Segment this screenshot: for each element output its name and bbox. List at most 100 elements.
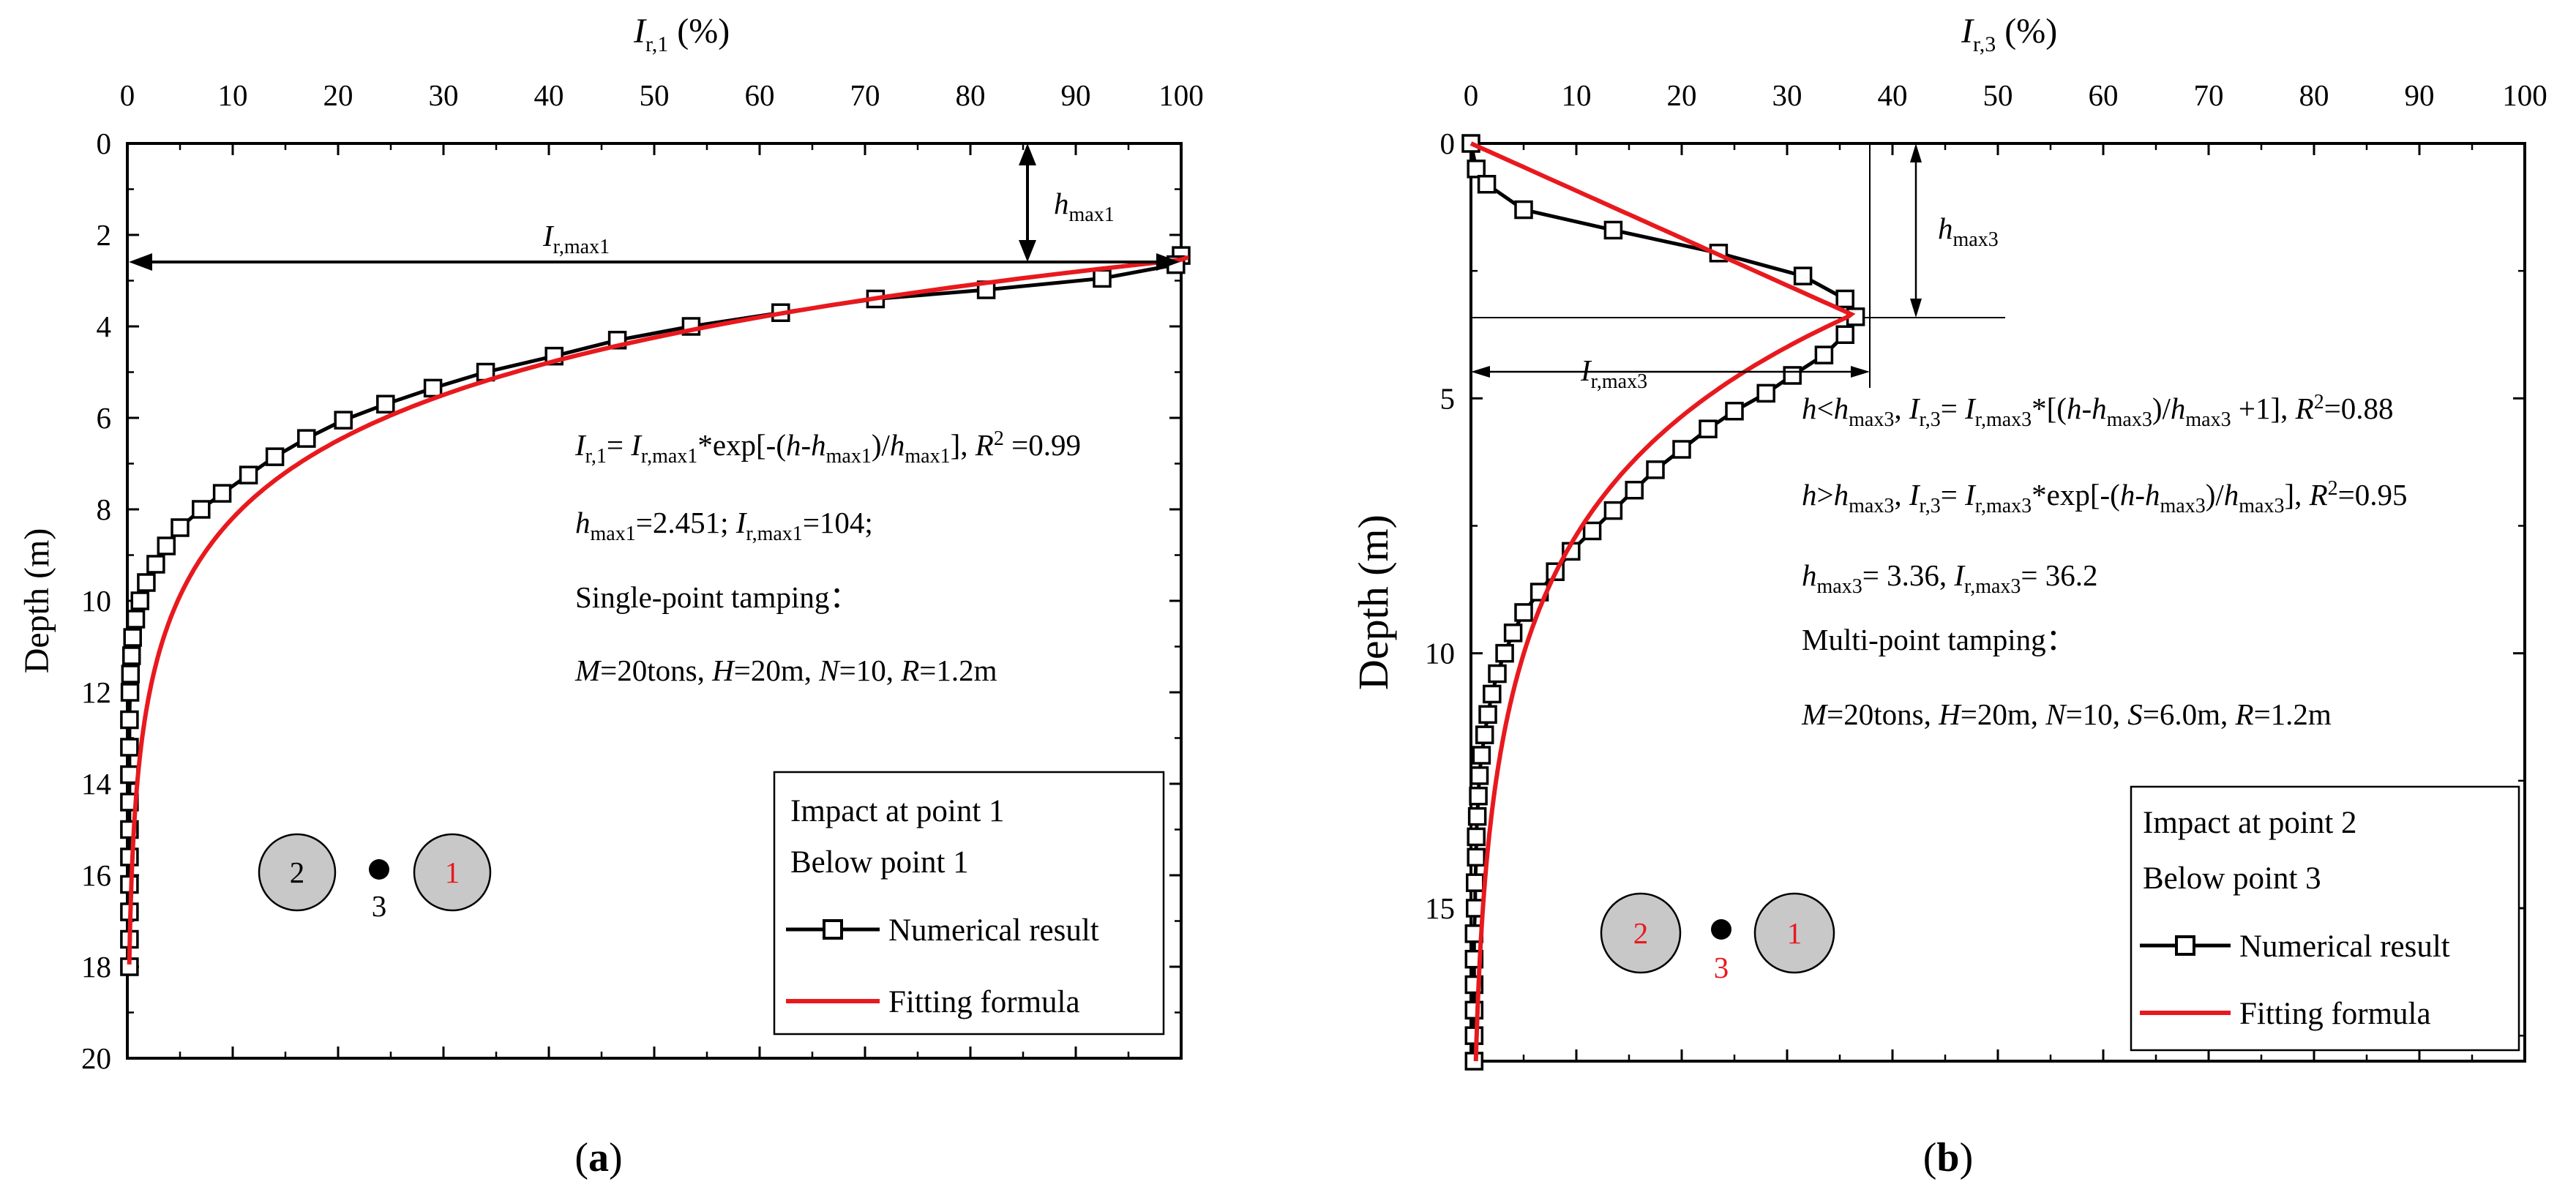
a-numerical-point (120, 683, 140, 702)
a-plot-frame (126, 142, 1183, 1060)
a-numerical-point (157, 536, 176, 555)
b-numerical-point (1469, 766, 1489, 785)
b-numerical-point (1582, 521, 1602, 541)
b-formula-line-2: h>hmax3, Ir,3= Ir,max3*exp[-(h-hmax3)/hm… (1802, 477, 2408, 517)
b-numerical-point (1793, 266, 1813, 285)
a-legend-line-1: Impact at point 1 (790, 794, 1005, 828)
a-xtick-label: 50 (640, 78, 670, 112)
b-numerical-point (1503, 624, 1523, 643)
b-xtick-label: 70 (2194, 78, 2224, 112)
b-xtick-label: 60 (2089, 78, 2119, 112)
panel-a: 0 10 20 30 40 50 60 70 80 90 10002468101214161820 … (18, 12, 1204, 1180)
a-xtick-label: 100 (1158, 78, 1204, 112)
b-h-max-label: hmax3 (1938, 211, 1999, 251)
a-numerical-point (120, 765, 139, 785)
a-legend-numerical-label: Numerical result (888, 913, 1099, 948)
a-circle-point-1 (413, 833, 492, 912)
a-xtick-label: 40 (534, 78, 564, 112)
b-ytick-label: 15 (1425, 891, 1455, 925)
a-i-max-arrow (129, 253, 1180, 271)
b-h-max-arrow (1910, 143, 1922, 318)
b-legend: Impact at point 2 Below point 3 Numerica… (2130, 785, 2520, 1052)
b-numerical-point (1467, 847, 1486, 867)
a-numerical-point (146, 555, 165, 574)
a-numerical-point (120, 847, 139, 866)
b-numerical-point (1814, 345, 1834, 364)
b-formula-line-1: h<hmax3, Ir,3= Ir,max3*[(h-hmax3)/hmax3 … (1802, 391, 2394, 431)
a-ytick-label: 12 (81, 675, 111, 709)
a-numerical-series (120, 246, 1191, 976)
b-circle-point-1-label: 1 (1787, 916, 1802, 950)
a-legend-box (773, 771, 1165, 1036)
b-tick-labels: 0 10 20 30 40 50 60 70 80 90 100 0 5 10 15 (1425, 78, 2547, 925)
b-numerical-point (1483, 684, 1502, 704)
a-i-max-label: Ir,max1 (542, 219, 610, 258)
a-xtick-label: 30 (429, 78, 459, 112)
a-legend-line-2: Below point 1 (790, 845, 969, 880)
caption-b: (b) (1923, 1135, 1973, 1180)
a-legend-numerical-marker (823, 919, 843, 940)
a-y-axis-title: Depth (m) (18, 528, 56, 674)
b-fitting-curve (1469, 141, 1856, 1062)
b-ytick-label: 10 (1425, 637, 1455, 670)
a-ytick-label: 6 (97, 401, 112, 435)
a-xtick-label: 60 (745, 78, 775, 112)
a-dot-point-3 (369, 859, 389, 880)
a-xtick-label: 20 (323, 78, 353, 112)
b-params-line: hmax3= 3.36, Ir,max3= 36.2 (1802, 558, 2098, 598)
b-numerical-point (1835, 289, 1854, 309)
a-numerical-point (123, 628, 142, 647)
a-formula-line: Ir,1= Ir,max1*exp[-(h-hmax1)/hmax1], R2 … (574, 427, 1081, 468)
a-numerical-point (192, 500, 211, 519)
b-y-axis-title: Depth (m) (1349, 514, 1397, 690)
a-ytick-label: 2 (97, 218, 112, 252)
b-xtick-label: 50 (1983, 78, 2013, 112)
a-method-line: Single-point tamping： (575, 580, 859, 614)
a-numerical-point (121, 664, 141, 684)
a-h-max-arrow (1019, 143, 1036, 262)
a-ytick-label: 16 (81, 858, 111, 892)
b-numerical-point (1514, 603, 1533, 622)
b-xtick-label: 0 (1464, 78, 1479, 112)
a-numerical-point (423, 378, 443, 398)
b-circle-point-2 (1600, 892, 1682, 974)
b-points-diagram: 2 3 1 (1600, 892, 1835, 984)
b-i-max-arrow (1471, 366, 1870, 378)
a-fitting-curve (127, 255, 1189, 965)
a-numerical-point (212, 484, 232, 503)
b-numerical-point (1725, 402, 1744, 421)
b-legend-numerical-marker (2175, 935, 2195, 956)
a-dot-point-3-label: 3 (372, 889, 387, 923)
b-xtick-label: 40 (1878, 78, 1908, 112)
b-circle-point-1 (1753, 892, 1835, 974)
a-numerical-point (334, 411, 353, 430)
b-numerical-point (1514, 200, 1533, 220)
b-method-line: Multi-point tamping： (1802, 623, 2076, 656)
b-xtick-label: 80 (2299, 78, 2329, 112)
a-numerical-point (265, 447, 285, 466)
a-numerical-point (122, 646, 141, 665)
a-ytick-label: 0 (97, 127, 112, 160)
b-legend-numerical-label: Numerical result (2239, 929, 2450, 964)
caption-a: (a) (574, 1135, 622, 1180)
a-numerical-point (137, 573, 156, 592)
b-legend-line-2: Below point 3 (2143, 861, 2321, 896)
panel-b: 0 10 20 30 40 50 60 70 80 90 100 0 5 10 15 Ir,3 (%) De… (1349, 12, 2547, 1180)
b-numerical-point (1466, 873, 1485, 892)
a-numerical-point (126, 610, 146, 629)
b-xtick-label: 100 (2502, 78, 2547, 112)
b-numerical-point (1756, 383, 1775, 403)
b-numerical-point (1603, 220, 1623, 240)
a-legend-fitting-label: Fitting formula (888, 985, 1080, 1019)
b-numerical-point (1475, 725, 1494, 744)
b-numerical-point (1835, 325, 1854, 344)
a-numerical-point (1093, 269, 1112, 288)
a-numerical-point (171, 518, 190, 537)
b-x-axis-title: Ir,3 (%) (1961, 12, 2057, 56)
b-dot-point-3 (1711, 919, 1731, 940)
a-params-line: hmax1=2.451; Ir,max1=104; (575, 506, 873, 545)
a-ytick-label: 20 (81, 1041, 111, 1075)
b-numerical-point (1467, 827, 1486, 847)
a-numerical-point (130, 591, 150, 610)
